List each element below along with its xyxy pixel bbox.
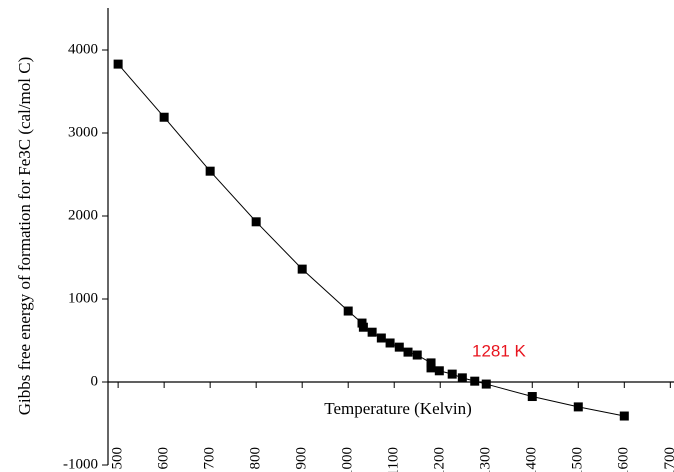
marker (159, 112, 169, 122)
x-tick-label: 1300 (478, 447, 494, 472)
marker (385, 338, 395, 348)
y-tick-label: 3000 (68, 124, 98, 140)
marker (113, 59, 123, 69)
marker (434, 366, 444, 376)
y-tick-label: 4000 (68, 41, 98, 57)
marker (457, 373, 467, 383)
y-tick-label: 2000 (68, 207, 98, 223)
marker (367, 327, 377, 337)
x-axis-label: Temperature (Kelvin) (324, 399, 472, 418)
marker (447, 369, 457, 379)
line (117, 63, 625, 417)
marker (619, 411, 629, 421)
marker (251, 217, 261, 227)
marker (205, 166, 215, 176)
marker (527, 392, 537, 402)
x-tick-label: 1600 (616, 447, 632, 472)
x-tick-label: 1400 (524, 447, 540, 472)
annotation: 1281 K (472, 341, 527, 360)
marker (481, 379, 491, 389)
marker (426, 363, 436, 373)
marker (470, 376, 480, 386)
marker (394, 342, 404, 352)
marker (573, 402, 583, 412)
x-tick-label: 900 (294, 447, 310, 470)
x-tick-label: 1000 (340, 447, 356, 472)
x-tick-label: 1500 (570, 447, 586, 472)
marker (358, 322, 368, 332)
x-tick-label: 1700 (662, 447, 674, 472)
x-tick-label: 1100 (386, 447, 402, 472)
y-axis-label: Gibbs free energy of formation for Fe3C … (15, 57, 34, 415)
marker (426, 358, 436, 368)
y-tick-label: 0 (91, 373, 99, 389)
marker (343, 306, 353, 316)
marker (403, 347, 413, 357)
marker (297, 264, 307, 274)
y-tick-label: -1000 (63, 456, 98, 472)
x-tick-label: 1200 (432, 447, 448, 472)
x-tick-label: 500 (110, 447, 126, 470)
x-tick-label: 600 (156, 447, 172, 470)
marker (376, 333, 386, 343)
y-tick-label: 1000 (68, 290, 98, 306)
marker (412, 350, 422, 360)
x-tick-label: 800 (248, 447, 264, 470)
x-tick-label: 700 (202, 447, 218, 470)
